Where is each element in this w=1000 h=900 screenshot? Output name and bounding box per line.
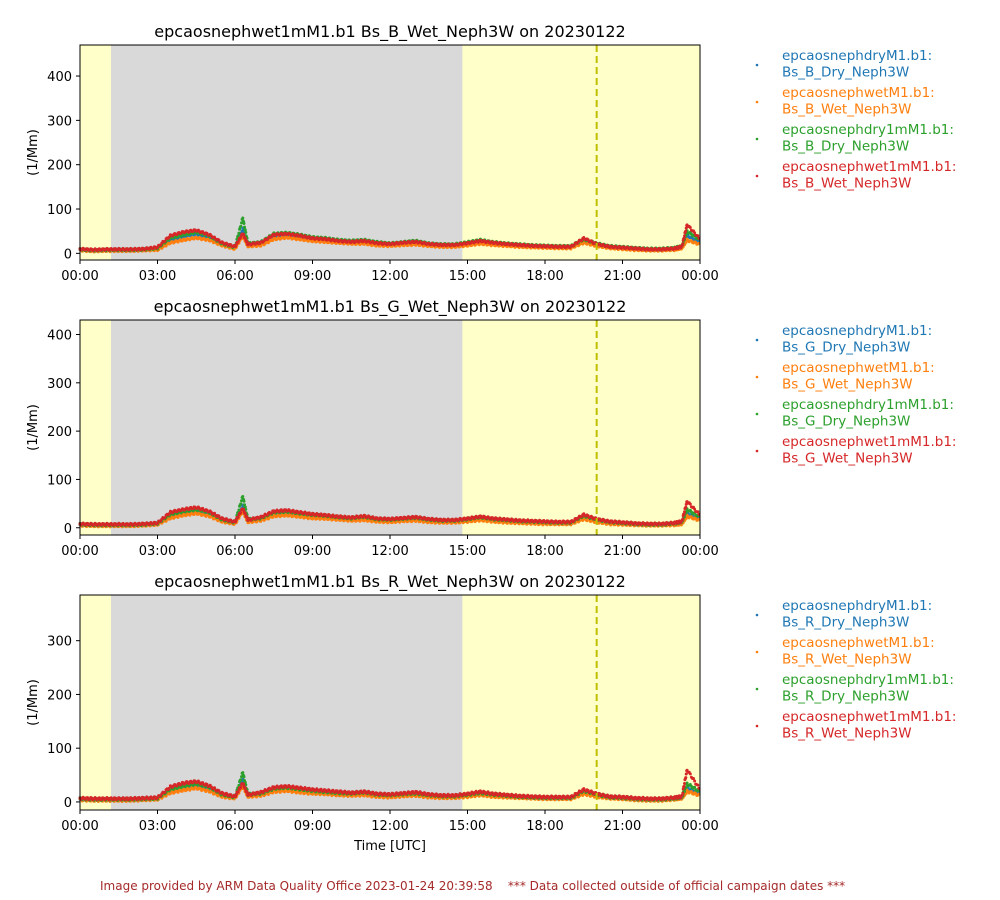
- x-tick-label: 12:00: [371, 269, 408, 284]
- data-point: [243, 228, 247, 232]
- data-point: [167, 235, 171, 239]
- data-point: [242, 222, 246, 225]
- x-tick-label: 21:00: [604, 269, 641, 284]
- x-tick-label: 18:00: [526, 269, 563, 284]
- legend-entry: epcaosnephdryM1.b1: Bs_G_Dry_Neph3W: [782, 323, 932, 356]
- legend-marker: [755, 137, 759, 141]
- y-tick-label: 400: [47, 328, 72, 343]
- x-tick-label: 15:00: [449, 544, 486, 559]
- y-tick-label: 400: [47, 70, 72, 85]
- x-tick-label: 00:00: [681, 269, 718, 284]
- chart-panel-2: 00:00 03:00 06:00 09:00 12:00 15:00 18:00 21:00…: [26, 297, 956, 559]
- data-point: [681, 242, 685, 246]
- chart-title: epcaosnephwet1mM1.b1 Bs_G_Wet_Neph3W on …: [154, 297, 627, 317]
- legend-marker: [755, 63, 759, 67]
- y-axis-label: (1/Mm): [26, 404, 41, 451]
- x-tick-label: 15:00: [449, 269, 486, 284]
- data-point: [236, 240, 240, 244]
- x-tick-label: 21:00: [604, 544, 641, 559]
- data-point: [244, 230, 248, 234]
- data-point: [241, 495, 245, 498]
- data-point: [684, 229, 688, 233]
- y-tick-label: 200: [47, 159, 72, 174]
- x-tick-label: 03:00: [139, 269, 176, 284]
- legend-marker: [755, 174, 759, 178]
- legend-entry: epcaosnephwet1mM1.b1: Bs_G_Wet_Neph3W: [782, 434, 956, 467]
- data-point: [163, 239, 167, 243]
- y-tick-label: 0: [64, 522, 72, 537]
- night-shade: [111, 320, 463, 535]
- legend-entry: epcaosnephwet1mM1.b1: Bs_B_Wet_Neph3W: [782, 159, 956, 192]
- data-point: [236, 234, 240, 238]
- data-point: [241, 216, 245, 220]
- data-point: [239, 235, 243, 239]
- data-point: [682, 236, 686, 240]
- y-tick-label: 200: [47, 425, 72, 440]
- legend: epcaosnephdryM1.b1: Bs_G_Dry_Neph3Wepcaos…: [755, 323, 956, 467]
- data-point: [243, 511, 247, 515]
- data-point: [237, 508, 241, 512]
- data-point: [239, 511, 243, 515]
- legend-marker: [755, 412, 759, 416]
- data-point: [696, 234, 700, 238]
- data-points: [78, 495, 701, 529]
- legend-entry: epcaosnephwetM1.b1: Bs_G_Wet_Neph3W: [782, 360, 935, 393]
- night-shade: [111, 595, 463, 810]
- chart-title: epcaosnephwet1mM1.b1 Bs_B_Wet_Neph3W on …: [154, 22, 625, 42]
- chart-panel-3: 00:00 03:00 06:00 09:00 12:00 15:00 18:00 21:00…: [26, 572, 956, 854]
- legend: epcaosnephdryM1.b1: Bs_B_Dry_Neph3Wepcaos…: [755, 48, 956, 192]
- data-point: [242, 499, 246, 503]
- night-shade: [111, 45, 463, 260]
- x-tick-label: 09:00: [294, 544, 331, 559]
- x-tick-label: 18:00: [526, 544, 563, 559]
- x-tick-label: 00:00: [681, 544, 718, 559]
- chart-panel-1: 00:00 03:00 06:00 09:00 12:00 15:00 18:00 21:00…: [26, 22, 956, 284]
- legend-marker: [755, 100, 759, 104]
- x-tick-label: 12:00: [371, 544, 408, 559]
- data-point: [681, 517, 685, 521]
- y-axis-label: (1/Mm): [26, 129, 41, 176]
- data-point: [243, 236, 247, 240]
- x-tick-label: 06:00: [216, 544, 253, 559]
- legend-marker: [755, 375, 759, 379]
- data-points: [78, 216, 701, 254]
- data-point: [693, 231, 697, 235]
- legend-marker: [755, 449, 759, 453]
- legend-entry: epcaosnephdryM1.b1: Bs_B_Dry_Neph3W: [782, 48, 932, 81]
- y-tick-label: 300: [47, 114, 72, 129]
- y-tick-label: 100: [47, 203, 72, 218]
- legend-entry: epcaosnephwetM1.b1: Bs_B_Wet_Neph3W: [782, 85, 935, 118]
- y-tick-label: 300: [47, 377, 72, 392]
- data-point: [683, 234, 686, 238]
- data-point: [239, 502, 243, 506]
- data-point: [683, 510, 686, 514]
- data-point: [239, 224, 243, 228]
- data-point: [688, 502, 692, 506]
- data-point: [684, 505, 688, 509]
- x-tick-label: 06:00: [216, 269, 253, 284]
- legend-entry: epcaosnephdry1mM1.b1: Bs_G_Dry_Neph3W: [782, 397, 954, 430]
- data-point: [688, 226, 692, 229]
- legend-entry: epcaosnephdry1mM1.b1: Bs_B_Dry_Neph3W: [782, 122, 954, 155]
- x-tick-label: 00:00: [61, 544, 98, 559]
- x-tick-label: 09:00: [294, 269, 331, 284]
- data-point: [237, 231, 241, 235]
- x-tick-label: 00:00: [61, 269, 98, 284]
- legend-marker: [755, 338, 759, 342]
- y-tick-label: 100: [47, 473, 72, 488]
- x-tick-label: 03:00: [139, 544, 176, 559]
- y-tick-label: 0: [64, 247, 72, 262]
- series-4: [78, 223, 701, 253]
